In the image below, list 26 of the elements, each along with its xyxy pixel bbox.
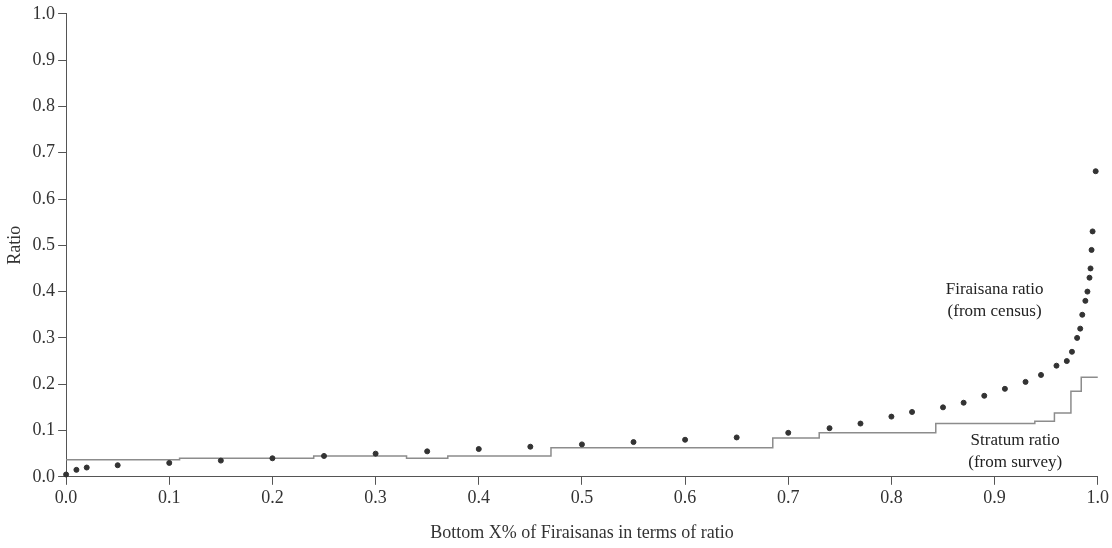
x-tick-label: 0.1 (158, 487, 181, 508)
y-tick-label: 0.0 (32, 465, 56, 486)
y-tick-label: 0.6 (32, 187, 56, 208)
y-tick-label: 0.7 (32, 141, 56, 162)
x-tick-label: 0.8 (880, 487, 903, 508)
y-tick-label: 0.4 (32, 280, 56, 301)
x-tick-label: 0.9 (983, 487, 1006, 508)
x-tick-label: 0.6 (673, 487, 697, 508)
x-axis-title: Bottom X% of Firaisanas in terms of ratio (430, 521, 734, 542)
y-tick-label: 0.5 (32, 234, 56, 255)
x-tick-label: 0.5 (570, 487, 594, 508)
y-tick-label: 1.0 (32, 2, 56, 23)
x-tick-label: 0.4 (467, 487, 491, 508)
x-tick-label: 0.2 (261, 487, 284, 508)
y-tick-label: 0.3 (32, 326, 56, 347)
y-tick-label: 0.8 (32, 95, 56, 116)
y-tick-label: 0.2 (32, 372, 56, 393)
annotation: Stratum ratio (from survey) (968, 429, 1063, 471)
x-tick-label: 0.0 (54, 487, 78, 508)
x-tick-label: 0.3 (364, 487, 387, 508)
y-tick-label: 0.1 (32, 419, 56, 440)
x-tick-label: 1.0 (1086, 487, 1109, 508)
x-tick-label: 0.7 (777, 487, 800, 508)
y-tick-label: 0.9 (32, 48, 56, 69)
y-axis-title: Ratio (3, 225, 24, 265)
annotation: Firaisana ratio (from census) (945, 279, 1044, 321)
